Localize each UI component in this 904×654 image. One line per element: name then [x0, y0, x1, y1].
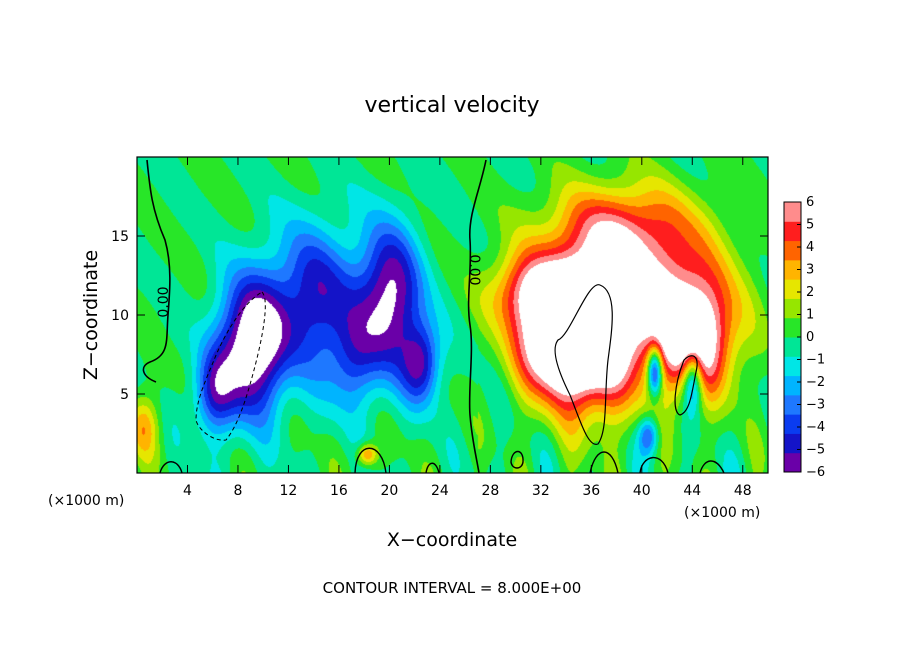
- colorbar-swatch: [784, 433, 801, 454]
- colorbar-swatch: [784, 298, 801, 319]
- zero-contour-bottom-5: [639, 456, 669, 474]
- colorbar-tick-label: −2: [806, 375, 825, 390]
- colorbar-swatch: [784, 259, 801, 280]
- contour-label-mid: 0.00: [466, 254, 482, 285]
- colorbar-swatch: [784, 279, 801, 299]
- x-tick-label: 28: [481, 483, 499, 499]
- colorbar-tick-label: 2: [806, 285, 814, 300]
- plot-area: 0.00 0.00: [136, 156, 769, 474]
- colorbar-tick-label: −3: [806, 398, 825, 413]
- x-tick-label: 40: [633, 483, 651, 499]
- x-tick-label: 48: [734, 483, 752, 499]
- x-tick-label: 12: [280, 483, 298, 499]
- colorbar: [783, 201, 802, 473]
- zero-contour-bottom-6: [699, 460, 725, 474]
- zero-contour-bottom-1: [354, 447, 387, 474]
- x-unit-label-left: (×1000 m): [48, 493, 124, 509]
- updraft-core-contour-east: [674, 355, 698, 416]
- colorbar-swatch: [784, 375, 801, 396]
- colorbar-swatch: [784, 202, 801, 222]
- x-unit-label-right: (×1000 m): [684, 505, 760, 521]
- zero-contour-bottom-2: [159, 461, 183, 474]
- colorbar-swatch: [784, 317, 801, 338]
- colorbar-tick-label: 4: [806, 240, 814, 255]
- x-tick-label: 32: [532, 483, 550, 499]
- colorbar-swatch: [784, 414, 801, 434]
- y-axis-label: Z−coordinate: [80, 250, 102, 380]
- zero-contour-bottom-4: [510, 450, 524, 469]
- colorbar-swatch: [784, 221, 801, 242]
- x-axis-ticks: 4 8 12 16 20 24 28 32 36 40 44 48: [183, 157, 752, 499]
- y-axis-ticks: 5 10 15: [111, 229, 768, 403]
- zero-contour-bottom-7: [589, 451, 619, 474]
- colorbar-swatch: [784, 240, 801, 261]
- updraft-core-contour: [554, 284, 613, 445]
- x-tick-label: 24: [431, 483, 449, 499]
- contour-labels: 0.00 0.00: [156, 254, 482, 317]
- colorbar-swatch: [784, 356, 801, 377]
- x-tick-label: 20: [380, 483, 398, 499]
- colorbar-tick-label: 5: [806, 218, 814, 233]
- colorbar-tick-label: −5: [806, 443, 825, 458]
- colorbar-tick-labels: 6 5 4 3 2 1 0 −1 −2 −3 −4 −5 −6: [797, 195, 825, 480]
- colorbar-tick-label: 1: [806, 308, 814, 323]
- y-tick-label: 10: [111, 308, 129, 324]
- x-tick-label: 8: [233, 483, 242, 499]
- colorbar-tick-label: −6: [806, 465, 825, 480]
- x-tick-label: 16: [330, 483, 348, 499]
- contour-interval-note: CONTOUR INTERVAL = 8.000E+00: [323, 579, 582, 597]
- contour-label-left: 0.00: [156, 286, 172, 317]
- colorbar-swatch: [784, 394, 801, 415]
- x-axis-label: X−coordinate: [387, 529, 517, 551]
- zero-contour-mid: [467, 159, 487, 474]
- colorbar-tick-label: −4: [806, 420, 825, 435]
- velocity-field-heatmap: [137, 157, 768, 473]
- zero-contour-bottom-3: [425, 462, 440, 474]
- x-tick-label: 4: [183, 483, 192, 499]
- colorbar-tick-label: −1: [806, 353, 825, 368]
- x-tick-label: 36: [582, 483, 600, 499]
- chart-title: vertical velocity: [364, 93, 539, 118]
- colorbar-tick-label: 6: [806, 195, 814, 210]
- colorbar-swatch: [784, 337, 801, 357]
- contour-lines: [142, 159, 725, 474]
- y-tick-label: 15: [111, 229, 129, 245]
- colorbar-tick-label: 3: [806, 263, 814, 278]
- colorbar-swatch: [784, 452, 801, 473]
- x-tick-label: 44: [683, 483, 701, 499]
- velocity-field-container: [137, 157, 768, 473]
- y-tick-label: 5: [120, 387, 129, 403]
- zero-contour-left: [142, 159, 171, 383]
- colorbar-tick-label: 0: [806, 330, 814, 345]
